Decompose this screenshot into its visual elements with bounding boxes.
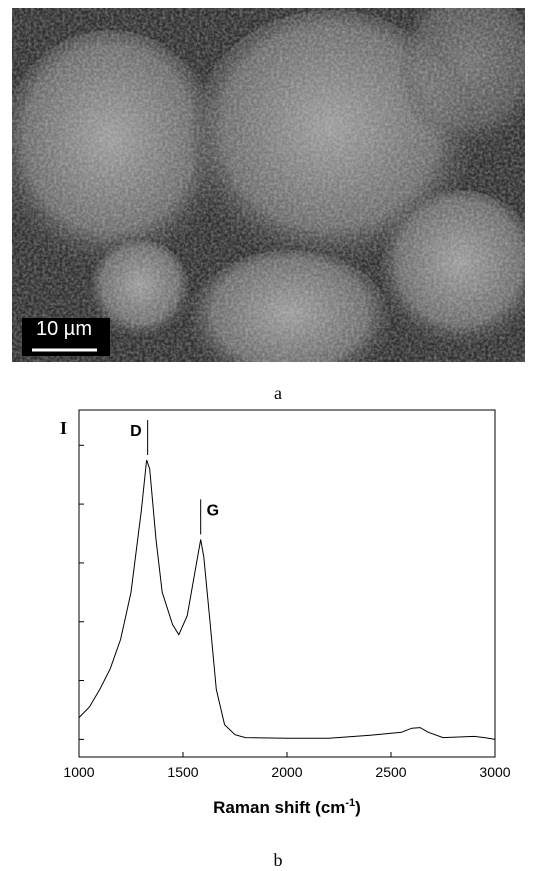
caption: a [274, 383, 282, 403]
annotation-label: D [130, 423, 142, 440]
plot-frame [78, 409, 496, 758]
x-axis-label: Raman shift (cm-1) [213, 797, 361, 817]
x-tick-label: 1500 [167, 764, 198, 780]
x-tick-label: 3000 [479, 764, 510, 780]
scale-bar-label: 10 µm [36, 318, 92, 340]
spectrum-line [78, 459, 496, 740]
x-tick-label: 2500 [375, 764, 406, 780]
caption: b [274, 850, 283, 870]
x-tick-label: 1000 [63, 764, 94, 780]
annotation-label: G [207, 502, 219, 519]
sem-image: 10 µm [12, 8, 525, 362]
y-axis-label: I [60, 418, 67, 438]
x-tick-label: 2000 [271, 764, 302, 780]
